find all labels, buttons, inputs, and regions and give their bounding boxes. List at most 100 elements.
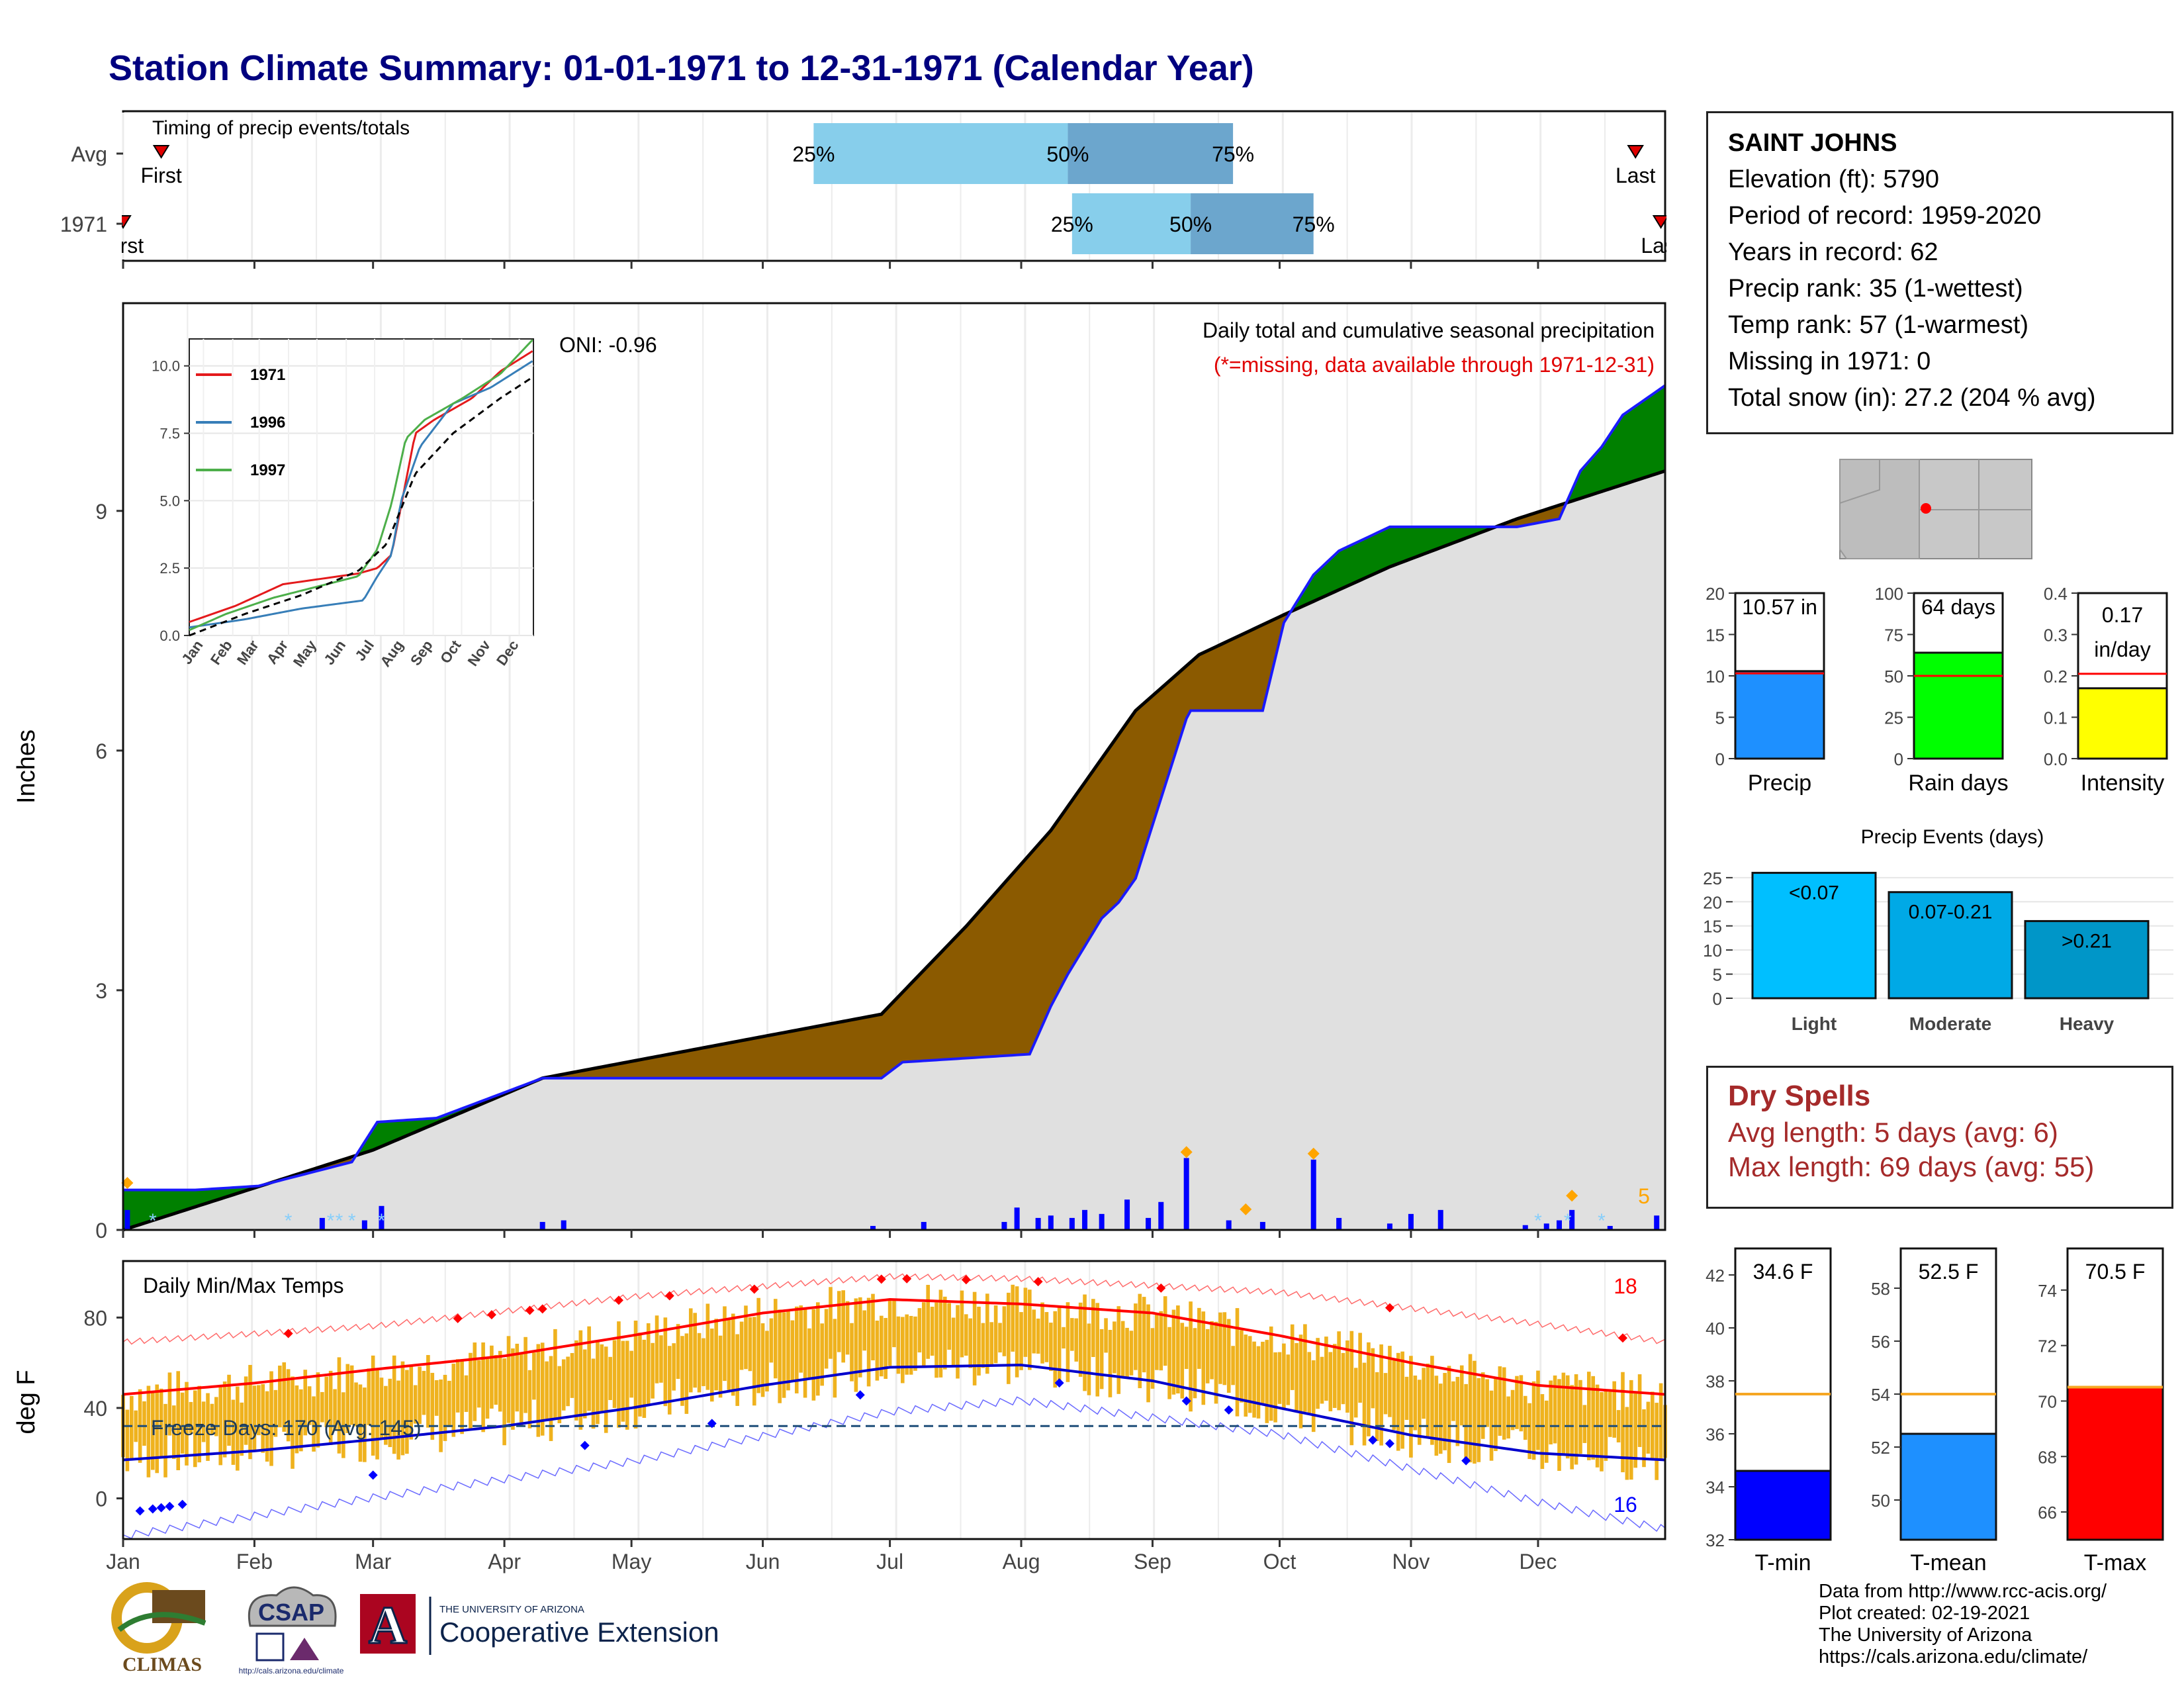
daily-temp-bar (278, 1365, 282, 1428)
daily-temp-bar (803, 1309, 807, 1398)
daily-temp-bar (1586, 1372, 1591, 1460)
pct-label: 75% (1212, 142, 1254, 166)
daily-temp-bar (790, 1320, 795, 1380)
y-tick-label: 40 (83, 1397, 107, 1421)
daily-temp-bar (1099, 1329, 1104, 1389)
daily-temp-bar (180, 1392, 185, 1454)
daily-temp-bar (1142, 1297, 1146, 1373)
daily-temp-bar (1062, 1327, 1066, 1349)
daily-temp-bar (222, 1381, 227, 1458)
daily-temp-bar (709, 1328, 714, 1402)
daily-temp-bar (363, 1387, 367, 1462)
record-high-marker (486, 1310, 496, 1320)
snow-marker: * (1598, 1210, 1606, 1232)
events-bar (1888, 891, 2013, 1000)
daily-temp-bar (1155, 1313, 1159, 1370)
inset-legend-label: 1997 (250, 461, 285, 479)
daily-temp-bar (172, 1405, 176, 1460)
pct-label: 25% (1051, 212, 1093, 236)
daily-precip-bar (1408, 1213, 1414, 1230)
events-tick-label: 15 (1703, 917, 1722, 937)
month-label: Sep (1134, 1550, 1171, 1573)
record-low-marker (580, 1440, 590, 1450)
temp-gauge-bar (1734, 1470, 1832, 1541)
daily-temp-bar (866, 1297, 871, 1387)
daily-temp-bar (1582, 1405, 1587, 1443)
daily-temp-bar (189, 1401, 193, 1434)
daily-temp-bar (1218, 1312, 1222, 1384)
daily-temp-bar (1642, 1409, 1646, 1468)
daily-temp-bar (896, 1316, 901, 1374)
last-event-marker (1652, 215, 1670, 229)
daily-temp-bar (786, 1311, 790, 1391)
daily-temp-bar (481, 1342, 485, 1432)
record-low-marker (368, 1470, 378, 1480)
temp-gauge-label: T-max (2084, 1550, 2146, 1575)
daily-precip-bar (1336, 1217, 1342, 1230)
daily-temp-bar (1265, 1340, 1269, 1423)
csap-logo: CSAP http://cals.arizona.edu/climate (239, 1586, 344, 1675)
credit-line: The University of Arizona (1819, 1624, 2032, 1646)
daily-temp-bar (295, 1385, 299, 1454)
snow-marker: * (348, 1210, 356, 1232)
daily-temp-bar (617, 1321, 621, 1428)
daily-temp-bar (756, 1297, 760, 1393)
daily-temp-bar (947, 1303, 952, 1350)
daily-temp-bar (1540, 1394, 1545, 1470)
heavy-event-marker (1566, 1190, 1578, 1202)
daily-temp-bar (439, 1379, 443, 1452)
daily-temp-bar (829, 1287, 833, 1359)
record-low-marker (1461, 1456, 1471, 1466)
map-border (1839, 459, 1880, 504)
surplus-area (1567, 385, 1665, 503)
gauge-bar (2077, 687, 2168, 760)
daily-temp-bar (1070, 1318, 1074, 1351)
daily-temp-bar (735, 1334, 739, 1406)
daily-temp-bar (1053, 1311, 1058, 1388)
record-low-marker (707, 1419, 717, 1429)
record-high-marker (1156, 1283, 1166, 1293)
snow-marker: * (1564, 1210, 1572, 1232)
daily-temp-bar (1604, 1390, 1608, 1461)
daily-temp-bar (1282, 1343, 1286, 1409)
daily-temp-bar (151, 1391, 155, 1470)
info-line: Temp rank: 57 (1-warmest) (1728, 311, 2029, 339)
daily-temp-bar (1544, 1400, 1549, 1463)
gauge-tick-label: 0.4 (2044, 584, 2068, 604)
y-axis-label: deg F (13, 1370, 40, 1434)
daily-temp-bar (714, 1319, 718, 1391)
daily-temp-bar (1574, 1374, 1578, 1465)
daily-temp-bar (469, 1352, 473, 1430)
daily-temp-bar (320, 1391, 324, 1423)
ua-cooperative-extension-logo: A THE UNIVERSITY OF ARIZONA Cooperative … (360, 1594, 719, 1656)
daily-temp-bar (1167, 1327, 1171, 1399)
daily-temp-bar (545, 1361, 549, 1419)
daily-temp-bar (1383, 1373, 1388, 1415)
last-label: Last (1615, 164, 1656, 187)
daily-temp-bar (892, 1298, 896, 1348)
timing-row-label: Avg (71, 142, 107, 166)
daily-temp-bar (1494, 1377, 1498, 1452)
daily-temp-bar (227, 1374, 231, 1446)
daily-temp-bar (773, 1299, 778, 1379)
csap-url: http://cals.arizona.edu/climate (239, 1666, 344, 1675)
daily-temp-bar (1235, 1308, 1240, 1417)
daily-temp-bar (930, 1307, 934, 1356)
temp-gauge-value-label: 70.5 F (2085, 1260, 2146, 1284)
events-category-label: Light (1792, 1013, 1837, 1034)
daily-temp-bar (972, 1291, 977, 1385)
daily-temp-bar (1201, 1311, 1206, 1405)
daily-temp-bar (909, 1315, 913, 1375)
daily-temp-bar (422, 1370, 426, 1415)
daily-temp-bar (1422, 1368, 1426, 1419)
daily-temp-bar (1426, 1363, 1430, 1437)
daily-temp-bar (1447, 1366, 1451, 1464)
precip-events-panel: Precip Events (days) 0 5 10 15 20 25 <0.07 Light… (1703, 826, 2173, 1034)
temp-gauge-label: T-mean (1910, 1550, 1986, 1575)
daily-precip-bar (870, 1225, 876, 1230)
gauge-tick-label: 0.1 (2044, 708, 2068, 728)
daily-temp-bar (1473, 1360, 1477, 1464)
daily-temp-bar (1392, 1360, 1396, 1430)
gauge-value-label: in/day (2094, 637, 2150, 661)
daily-temp-bar (185, 1382, 189, 1466)
